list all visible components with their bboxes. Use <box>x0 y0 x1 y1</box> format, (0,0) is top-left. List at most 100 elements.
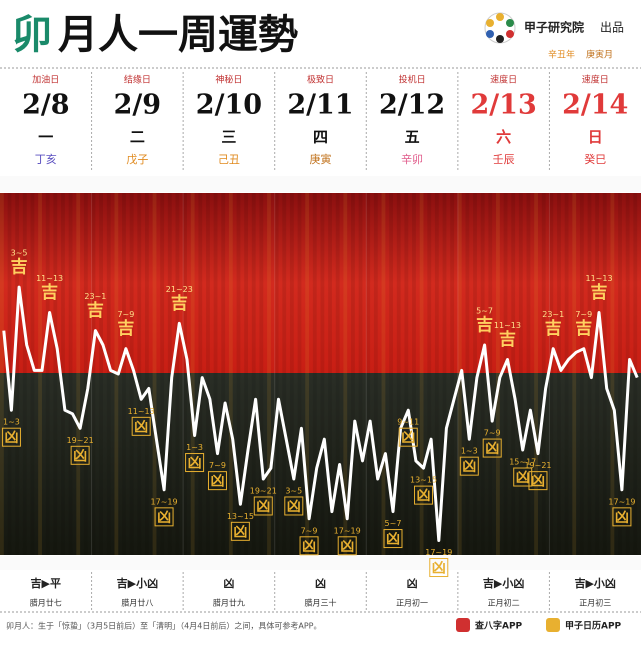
lunar-date: 腊月廿九 <box>213 598 245 608</box>
texture-stripe <box>351 193 355 555</box>
weekday: 一 <box>38 128 53 146</box>
chart-background <box>0 193 641 555</box>
annotation-box <box>459 456 479 476</box>
annotation-label: 凶 <box>73 448 87 464</box>
ganzhi: 辛卯 <box>401 152 423 166</box>
weekday: 四 <box>313 128 328 146</box>
annotation-box <box>284 496 304 516</box>
annotation-time: 23~1 <box>542 310 564 319</box>
texture-stripe <box>343 193 348 555</box>
date: 2/14 <box>562 90 628 121</box>
lunar-date: 正月初一 <box>396 598 428 608</box>
weekday: 日 <box>588 128 603 146</box>
annotation-label: 吉 <box>545 319 562 339</box>
texture-stripe <box>518 193 523 555</box>
texture-stripe <box>557 193 561 555</box>
annotation-time: 11~13 <box>36 274 63 283</box>
summary: 吉▶小凶 <box>117 576 158 590</box>
annotation-time: 15~17 <box>509 458 536 467</box>
annotation-label: 吉 <box>87 301 104 321</box>
annotation-box <box>429 558 449 578</box>
texture-stripe <box>373 193 378 555</box>
date: 2/12 <box>379 90 445 121</box>
texture-stripe <box>221 193 226 555</box>
annotation-box <box>612 507 632 527</box>
annotation-time: 1~3 <box>461 447 478 456</box>
texture-stripe <box>312 193 317 555</box>
lunar-date: 正月初三 <box>579 598 611 608</box>
annotation-box <box>513 467 533 487</box>
texture-stripe <box>488 193 493 555</box>
annotation-time: 7~9 <box>575 310 592 319</box>
annotation-label: 吉 <box>41 283 58 303</box>
texture-stripe <box>396 193 401 555</box>
annotation-time: 3~5 <box>285 486 302 495</box>
texture-stripe <box>22 193 27 555</box>
date: 2/11 <box>287 90 353 121</box>
texture-stripe <box>7 193 12 555</box>
texture-stripe <box>213 193 218 555</box>
texture-stripe <box>427 193 432 555</box>
annotation-time: 17~19 <box>425 548 452 557</box>
annotation-box <box>482 438 502 458</box>
title: 月人一周運勢 <box>58 11 298 58</box>
annotation-time: 17~19 <box>334 526 361 535</box>
annotation-label: 凶 <box>516 470 530 486</box>
texture-stripe <box>610 193 615 555</box>
texture-stripe <box>320 193 325 555</box>
weekday: 三 <box>221 128 236 146</box>
texture-stripe <box>175 193 180 555</box>
annotation-label: 凶 <box>210 474 224 490</box>
texture-stripe <box>259 193 264 555</box>
texture-stripe <box>45 193 50 555</box>
annotation-box <box>383 529 403 549</box>
texture-stripe <box>30 193 35 555</box>
texture-stripe <box>473 193 477 555</box>
app-icon <box>456 618 470 632</box>
logo <box>484 12 516 44</box>
ganzhi: 戊子 <box>126 153 148 166</box>
texture-stripe <box>480 193 485 555</box>
texture-stripe <box>122 193 126 555</box>
annotation-box <box>337 536 357 556</box>
annotation-time: 1~3 <box>3 418 20 427</box>
annotation-time: 23~1 <box>84 292 106 301</box>
texture-stripe <box>106 193 111 555</box>
annotation-time: 3~5 <box>11 249 28 258</box>
date: 2/9 <box>114 90 161 121</box>
month: 庚寅月 <box>586 49 613 61</box>
annotation-time: 7~9 <box>484 429 501 438</box>
annotation-box <box>299 536 319 556</box>
annotation-label: 凶 <box>256 499 270 515</box>
texture-stripe <box>68 193 73 555</box>
app-icon <box>546 618 560 632</box>
texture-stripe <box>496 193 500 555</box>
annotation-label: 凶 <box>134 419 148 435</box>
unlucky-zone <box>0 373 641 555</box>
texture-stripe <box>511 193 516 555</box>
annotation-label: 吉 <box>575 319 592 339</box>
lunar-date: 腊月廿八 <box>121 598 153 608</box>
lunar-date: 腊月廿七 <box>30 598 62 608</box>
annotation-time: 11~13 <box>494 321 521 330</box>
summary: 吉▶小凶 <box>483 576 524 590</box>
texture-stripe <box>267 193 271 555</box>
lunar-date: 腊月三十 <box>305 598 337 608</box>
texture-stripe <box>228 193 233 555</box>
fortune-line <box>2 285 639 542</box>
texture-stripe <box>297 193 302 555</box>
title-sign: 卯 <box>12 11 52 58</box>
annotation-time: 5~7 <box>385 519 402 528</box>
texture-stripe <box>0 193 4 555</box>
annotation-time: 19~21 <box>524 461 551 470</box>
texture-stripe <box>91 193 96 555</box>
weekday: 五 <box>405 128 420 146</box>
annotation-label: 凶 <box>462 459 476 475</box>
texture-stripe <box>152 193 157 555</box>
ganzhi-strip <box>0 556 641 570</box>
texture-stripe <box>572 193 577 555</box>
annotation-label: 吉 <box>476 316 493 336</box>
annotation-time: 1~3 <box>186 443 203 452</box>
texture-stripe <box>526 193 531 555</box>
